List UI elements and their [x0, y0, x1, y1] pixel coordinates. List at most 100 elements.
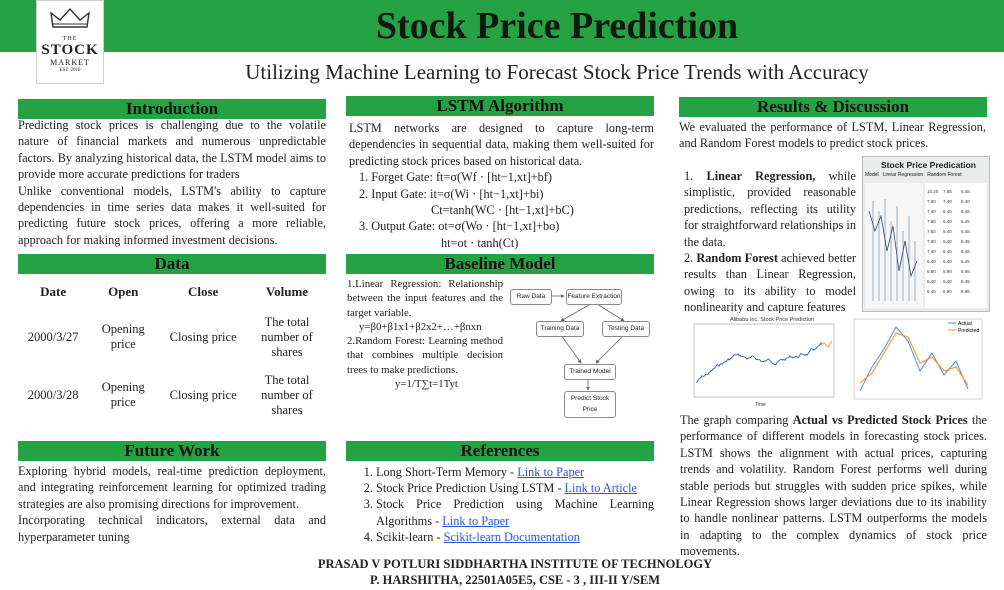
pipeline-flowchart: Raw Data Feature Extraction Training Dat…	[506, 280, 654, 422]
svg-text:6.40: 6.40	[927, 279, 936, 284]
svg-text:7.40: 7.40	[943, 199, 952, 204]
output-gate: 3. Output Gate: ot=σ(Wo ⋅ [ht−1,xt]+bo)	[359, 219, 560, 234]
future-work-text: Exploring hybrid models, real-time predi…	[18, 463, 326, 545]
thumbnail-graphic: 10.20 7.85 6.45 7.80 7.40 6.40 7.40 6.40 6.45 …	[865, 183, 987, 308]
chart1-xlabel: Time	[755, 402, 766, 408]
reference-text: Stock Price Prediction Using LSTM -	[376, 481, 565, 496]
legend-predicted: Predicted	[958, 328, 979, 334]
stock-prediction-chart-svg: Alibaba Inc. Stock Price Prediction Time	[680, 313, 838, 410]
discussion-text: The graph comparing	[680, 413, 793, 427]
svg-text:7.80: 7.80	[927, 199, 936, 204]
lstm-text: LSTM networks are designed to capture lo…	[349, 120, 654, 251]
table-row: 2000/3/28 Opening price Closing price Th…	[18, 366, 326, 424]
logo-line-3: MARKET	[50, 58, 90, 67]
hidden-state-formula: ht=ot ⋅ tanh(Ct)	[441, 235, 519, 250]
linear-regression-label: Linear Regression,	[706, 169, 816, 183]
predicted-series	[859, 332, 969, 386]
table-cell: Closing price	[169, 387, 237, 402]
baseline-text: 1.Linear Regression: Relationship betwee…	[347, 277, 503, 391]
lstm-heading: LSTM Algorithm	[346, 96, 654, 116]
predicted-price-series	[819, 340, 833, 348]
table-cell: The total number of shares	[261, 372, 313, 417]
results-intro: We evaluated the performance of LSTM, Li…	[679, 120, 986, 151]
random-forest-eq: y=1/T∑t=1Tyt	[395, 378, 458, 391]
linear-regression-eq: y=β0+β1x1+β2x2+…+βnxn	[359, 320, 482, 333]
prediction-table-thumbnail: Stock Price Predication Model Linear Reg…	[862, 156, 990, 312]
actual-series	[859, 326, 969, 392]
table-cell: 2000/3/27	[27, 329, 79, 344]
thumbnail-header: Random Forest	[927, 172, 962, 178]
input-gate: 2. Input Gate: it=σ(Wi ⋅ [ht−1,xt]+bi)	[359, 186, 544, 201]
cell-state-formula: Ct=tanh(WC ⋅ [ht−1,xt]+bC)	[431, 203, 574, 218]
linear-regression-result: 1. Linear Regression, while simplistic, …	[684, 169, 856, 249]
svg-text:7.80: 7.80	[927, 239, 936, 244]
actual-vs-predicted-chart-svg: Actual Predicted	[853, 318, 983, 400]
svg-text:10.20: 10.20	[927, 189, 939, 194]
flow-feature-extraction: Feature Extraction	[566, 289, 622, 305]
svg-text:6.90: 6.90	[943, 269, 952, 274]
svg-text:6.40: 6.40	[961, 199, 970, 204]
flow-training-data: Training Data	[536, 321, 584, 337]
header-bar	[0, 0, 1004, 52]
baseline-heading: Baseline Model	[346, 254, 654, 274]
random-forest-desc: 2.Random Forest: Learning method that co…	[347, 335, 503, 376]
reference-link[interactable]: Link to Article	[564, 481, 637, 496]
reference-link[interactable]: Link to Paper	[442, 513, 510, 528]
svg-text:6.40: 6.40	[943, 229, 952, 234]
data-table: Date Open Close Volume 2000/3/27 Opening…	[18, 276, 326, 424]
introduction-paragraph-2: Unlike conventional models, LSTM's abili…	[18, 183, 326, 247]
stock-prediction-chart: Alibaba Inc. Stock Price Prediction Time	[680, 313, 838, 410]
forget-gate: 1. Forget Gate: ft=σ(Wf ⋅ [ht−1,xt]+bf)	[359, 170, 552, 185]
institute-name: PRASAD V POTLURI SIDDHARTHA INSTITUTE OF…	[317, 557, 713, 571]
future-work-paragraph-1: Exploring hybrid models, real-time predi…	[18, 464, 326, 511]
svg-text:6.45: 6.45	[961, 249, 970, 254]
introduction-heading: Introduction	[18, 99, 326, 119]
data-table-wrap: Date Open Close Volume 2000/3/27 Opening…	[18, 276, 326, 424]
svg-text:7.80: 7.80	[927, 219, 936, 224]
results-models-list: 1. Linear Regression, while simplistic, …	[684, 168, 856, 316]
flow-predict-price: Predict Stock Price	[564, 391, 616, 418]
svg-text:6.40: 6.40	[927, 259, 936, 264]
future-work-paragraph-2: Incorporating technical indicators, exte…	[18, 513, 326, 544]
results-graph-discussion: The graph comparing Actual vs Predicted …	[680, 412, 987, 560]
discussion-bold: Actual vs Predicted Stock Prices	[792, 413, 968, 427]
random-forest-result-text: achieved better results than Linear Regr…	[684, 251, 856, 315]
actual-price-series	[695, 341, 823, 383]
svg-text:6.45: 6.45	[961, 209, 970, 214]
column-header: Open	[108, 284, 139, 299]
svg-text:6.40: 6.40	[943, 239, 952, 244]
random-forest-label: Random Forest	[696, 251, 778, 266]
reference-text: Scikit-learn -	[376, 529, 444, 544]
svg-text:6.95: 6.95	[961, 269, 970, 274]
forget-gate-formula: Forget Gate: ft=σ(Wf ⋅ [ht−1,xt]+bf)	[371, 170, 552, 185]
thumbnail-header: Model	[865, 172, 879, 178]
input-gate-formula: Input Gate: it=σ(Wi ⋅ [ht−1,xt]+bi)	[371, 186, 544, 201]
table-cell: Closing price	[169, 329, 237, 344]
flowchart-arrows	[551, 294, 625, 391]
linear-regression-result-text: while simplistic, provided reasonable pr…	[684, 169, 856, 249]
table-cell: The total number of shares	[261, 314, 313, 359]
chart1-title: Alibaba Inc. Stock Price Prediction	[730, 317, 814, 323]
logo-line-1: THE	[62, 36, 78, 42]
flow-testing-data: Testing Data	[602, 321, 650, 337]
poster-subtitle: Utilizing Machine Learning to Forecast S…	[245, 60, 869, 84]
svg-text:6.95: 6.95	[961, 289, 970, 294]
references-heading: References	[346, 441, 654, 461]
svg-text:6.90: 6.90	[943, 289, 952, 294]
table-cell: 2000/3/28	[27, 387, 79, 402]
introduction-text: Predicting stock prices is challenging d…	[18, 117, 326, 248]
reference-item: Scikit-learn - Scikit-learn Documentatio…	[376, 529, 654, 545]
svg-text:6.80: 6.80	[927, 269, 936, 274]
reference-link[interactable]: Link to Paper	[517, 465, 585, 479]
reference-text: Stock Price Prediction using Machine Lea…	[376, 497, 654, 528]
flow-raw-data: Raw Data	[510, 289, 552, 305]
column-header: Date	[40, 284, 67, 299]
svg-text:6.40: 6.40	[943, 249, 952, 254]
lstm-gates: 1. Forget Gate: ft=σ(Wf ⋅ [ht−1,xt]+bf) …	[349, 169, 654, 251]
output-gate-formula: Output Gate: ot=σ(Wo ⋅ [ht−1,xt]+bo)	[371, 219, 560, 234]
svg-text:6.45: 6.45	[961, 259, 970, 264]
discussion-text: the performance of different models in f…	[680, 413, 987, 559]
poster-title: Stock Price Prediction	[375, 5, 739, 47]
reference-link[interactable]: Scikit-learn Documentation	[443, 529, 580, 544]
svg-text:7.40: 7.40	[927, 209, 936, 214]
